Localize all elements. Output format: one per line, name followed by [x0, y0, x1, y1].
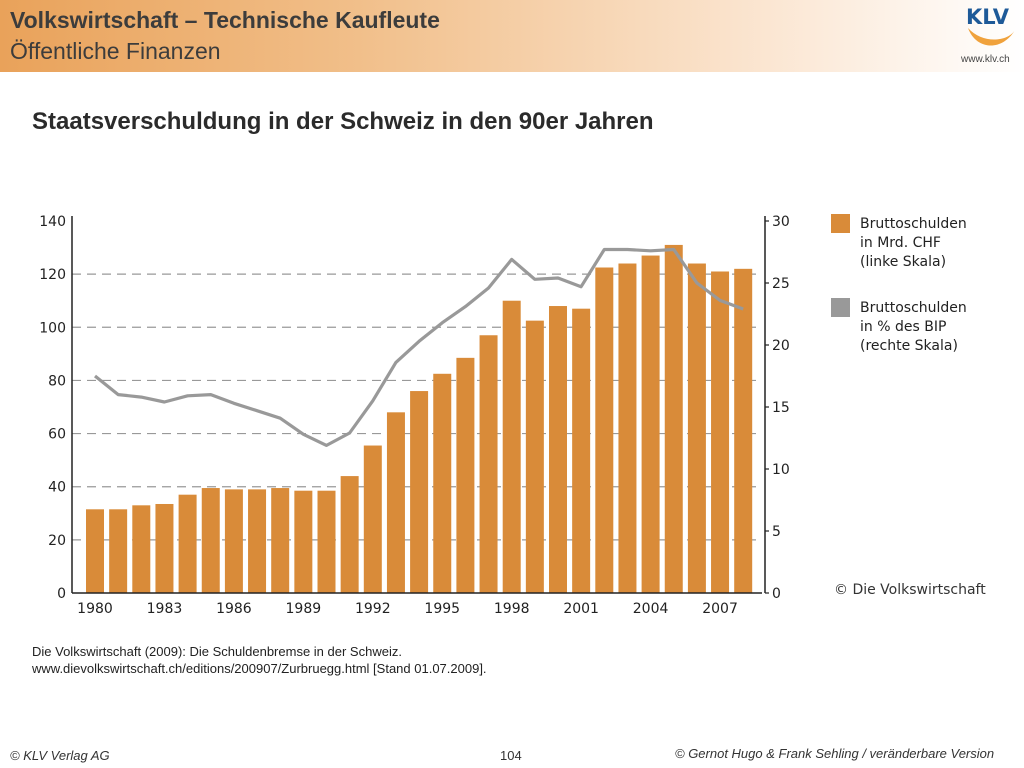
y-left-tick-label: 20 [48, 533, 66, 549]
bar-1983 [155, 503, 174, 593]
x-tick-label: 1998 [494, 601, 530, 617]
y-left-tick-label: 40 [48, 480, 66, 496]
bar-1988 [271, 488, 290, 593]
legend-label: Bruttoschulden [860, 216, 967, 232]
bar-1994 [410, 391, 429, 593]
footer-copyright: © KLV Verlag AG [10, 748, 110, 763]
y-left-tick-label: 140 [39, 214, 66, 230]
bar-2001 [572, 308, 591, 593]
chart-axes: 0 20 40 60 80 100 120 140 0 5 10 15 20 25 30 1980 1983 19… [39, 214, 790, 617]
bar-2006 [687, 263, 706, 593]
line-series [93, 247, 744, 447]
bar-1980 [86, 509, 104, 593]
y-right-tick-label: 15 [772, 400, 790, 416]
bar-1986 [224, 489, 243, 593]
x-tick-label: 1989 [286, 601, 322, 617]
y-left-tick-label: 100 [39, 320, 66, 336]
bar-1987 [248, 489, 267, 593]
y-right-tick-label: 25 [772, 276, 790, 292]
x-tick-label: 1980 [77, 601, 113, 617]
logo-swoosh-icon [968, 28, 1015, 46]
chart-legend: Bruttoschulden in Mrd. CHF (linke Skala) Br… [831, 214, 967, 354]
x-tick-label: 1992 [355, 601, 391, 617]
klv-logo: KLV [966, 5, 1015, 46]
bar-1997 [479, 335, 498, 593]
legend-label: in % des BIP [860, 319, 946, 335]
y-left-tick-label: 80 [48, 373, 66, 389]
y-right-tick-label: 10 [772, 462, 790, 478]
bar-2000 [549, 306, 567, 593]
legend-label: in Mrd. CHF [860, 235, 941, 251]
chart-copyright: © Die Volkswirtschaft [834, 582, 986, 598]
y-left-tick-label: 60 [48, 427, 66, 443]
legend-swatch [831, 298, 850, 317]
x-tick-label: 2001 [563, 601, 599, 617]
bar-1996 [456, 357, 475, 593]
bar-2003 [618, 263, 637, 593]
header-bar: Volkswirtschaft – Technische Kaufleute Ö… [0, 0, 1024, 72]
bar-2008 [734, 268, 753, 593]
x-tick-label: 2004 [633, 601, 669, 617]
bar-1990 [317, 490, 336, 593]
bar-2004 [641, 255, 660, 593]
bar-1981 [109, 509, 128, 593]
bar-1982 [132, 505, 151, 593]
y-right-tick-label: 5 [772, 524, 781, 540]
bar-2005 [664, 244, 683, 593]
page-number: 104 [500, 748, 522, 763]
y-right-tick-label: 20 [772, 338, 790, 354]
logo-url: www.klv.ch [961, 54, 1010, 65]
header-subtitle: Öffentliche Finanzen [10, 38, 221, 64]
y-left-tick-label: 0 [57, 586, 66, 602]
y-left-tick-label: 120 [39, 267, 66, 283]
bar-1998 [502, 300, 521, 593]
y-right-tick-label: 0 [772, 586, 781, 602]
legend-label: (linke Skala) [860, 254, 946, 270]
bar-2007 [711, 271, 730, 593]
x-tick-label: 1995 [424, 601, 460, 617]
slide-title: Staatsverschuldung in der Schweiz in den… [32, 108, 654, 135]
debt-chart: 0 20 40 60 80 100 120 140 0 5 10 15 20 25 30 1980 1983 19… [39, 214, 986, 617]
bar-2002 [595, 267, 614, 593]
bar-series [86, 244, 753, 593]
gdp-ratio-line [93, 247, 744, 447]
footer-authors: © Gernot Hugo & Frank Sehling / veränder… [675, 746, 995, 761]
bar-1992 [363, 445, 382, 593]
source-line-2: www.dievolkswirtschaft.ch/editions/20090… [32, 661, 487, 676]
source-citation: Die Volkswirtschaft (2009): Die Schulden… [32, 643, 487, 677]
bar-1991 [340, 476, 359, 593]
x-tick-label: 2007 [702, 601, 738, 617]
x-tick-label: 1983 [147, 601, 183, 617]
bar-1984 [178, 494, 197, 593]
legend-swatch [831, 214, 850, 233]
bar-1993 [386, 412, 405, 593]
legend-label: Bruttoschulden [860, 300, 967, 316]
bar-1989 [294, 490, 313, 593]
logo-text: KLV [966, 5, 1010, 29]
bar-1995 [433, 373, 452, 593]
bar-1999 [525, 320, 544, 593]
source-line-1: Die Volkswirtschaft (2009): Die Schulden… [32, 644, 402, 659]
y-right-tick-label: 30 [772, 214, 790, 230]
header-title: Volkswirtschaft – Technische Kaufleute [10, 7, 440, 33]
legend-label: (rechte Skala) [860, 338, 958, 354]
x-tick-label: 1986 [216, 601, 252, 617]
bar-1985 [201, 488, 220, 593]
